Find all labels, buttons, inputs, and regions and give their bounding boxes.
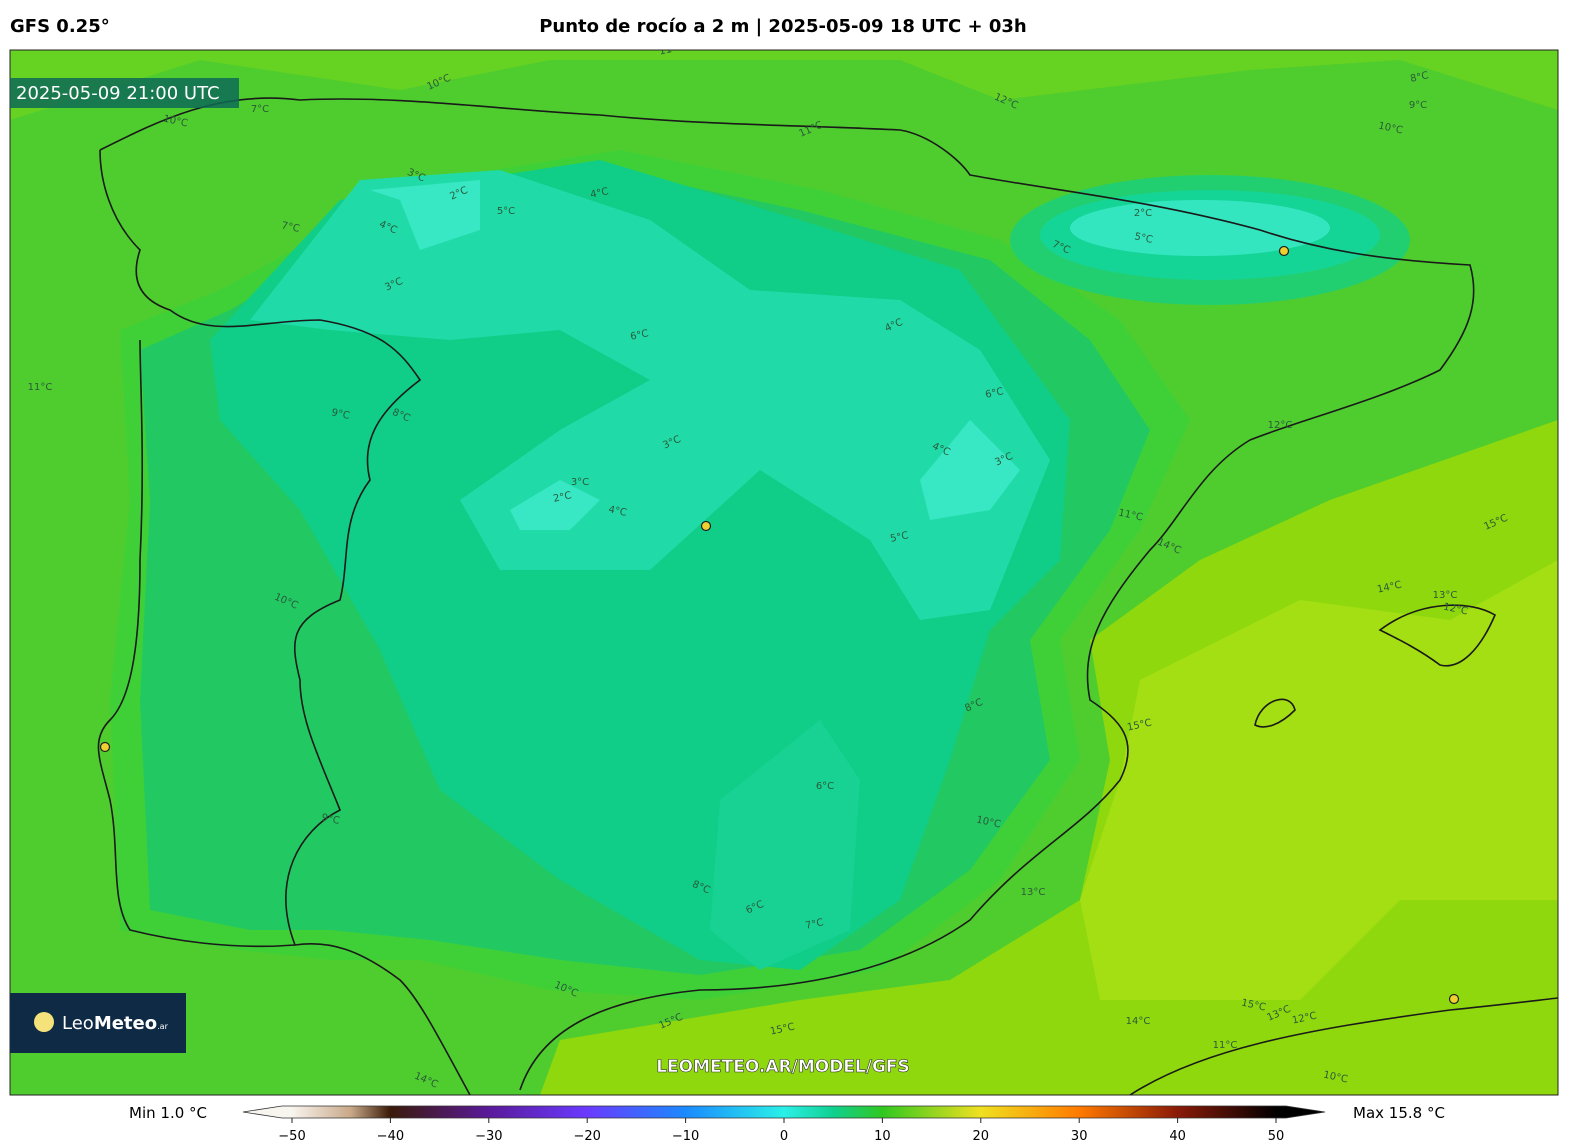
colorbar [242, 1105, 1326, 1119]
contour-label: 5°C [497, 206, 515, 217]
contour-label: 15°C [769, 1022, 795, 1038]
colorbar-ticks: −50 −40 −30 −20 −10 0 10 20 30 40 50 [278, 1118, 1284, 1144]
contour-label: 15°C [1240, 998, 1266, 1014]
contour-label: 2°C [1134, 208, 1152, 219]
contour-label: 11°C [28, 382, 53, 393]
colorbar-tick-label: −50 [278, 1129, 305, 1144]
logo: LeoMeteo.ar [62, 1013, 169, 1034]
contour-label: 9°C [330, 407, 350, 422]
colorbar-tick-label: 30 [1071, 1129, 1088, 1144]
contour-label: 10°C [975, 815, 1001, 831]
contour-label: 6°C [816, 781, 834, 792]
colorbar-tick-label: 0 [780, 1129, 788, 1144]
contour-label: 9°C [1409, 100, 1427, 111]
logo-suffix: .ar [157, 1022, 168, 1031]
contour-label: 6°C [629, 328, 649, 343]
contour-label: 7°C [804, 917, 824, 932]
min-label: Min 1.0 °C [129, 1104, 207, 1122]
contour-label: 11°C [1213, 1040, 1238, 1051]
logo-brand: Meteo [94, 1013, 157, 1034]
map: 10°C 11°C 7°C 10°C 12°C 11°C 8°C 9°C 10°C 3°C 2°C 4… [10, 42, 1558, 1095]
contour-label: 5°C [1133, 231, 1153, 246]
map-title: Punto de rocío a 2 m | 2025-05-09 18 UTC… [539, 16, 1027, 37]
contour-label: 14°C [1376, 580, 1402, 596]
contour-label: 10°C [1322, 1070, 1348, 1086]
colorbar-tick-label: −10 [672, 1129, 699, 1144]
colorbar-tick-label: 10 [874, 1129, 891, 1144]
colorbar-tick-label: 40 [1169, 1129, 1186, 1144]
contour-label: 9°C [320, 812, 340, 827]
contour-label: 12°C [1442, 602, 1468, 618]
contour-label: 12°C [1291, 1011, 1317, 1027]
contour-label: 2°C [552, 490, 572, 505]
colorbar-tick-label: 50 [1268, 1129, 1285, 1144]
contour-label: 4°C [589, 186, 609, 201]
contour-label: 15°C [1126, 718, 1152, 734]
contour-label: 13°C [1433, 590, 1458, 601]
logo-name: Leo [62, 1013, 94, 1034]
contour-label: 12°C [1268, 420, 1293, 431]
contour-label: 7°C [251, 104, 269, 115]
colorbar-tick-label: −40 [377, 1129, 404, 1144]
contour-label: 11°C [1117, 508, 1143, 524]
contour-label: 4°C [607, 504, 627, 519]
watermark: LEOMETEO.AR/MODEL/GFS [656, 1057, 910, 1077]
contour-label: 13°C [1021, 887, 1046, 898]
contour-label: 10°C [162, 114, 188, 130]
colorbar-tick-label: −30 [475, 1129, 502, 1144]
colorbar-tick-label: 20 [973, 1129, 990, 1144]
contour-label: 14°C [1126, 1016, 1151, 1027]
contour-label: 10°C [1377, 121, 1403, 137]
contour-label: 6°C [984, 386, 1004, 401]
contour-label: 11°C [658, 42, 684, 58]
contour-label: 8°C [1409, 70, 1429, 85]
timestamp: 2025-05-09 21:00 UTC [16, 83, 220, 104]
contour-label: 7°C [280, 220, 300, 235]
colorbar-tick-label: −20 [573, 1129, 600, 1144]
contour-label: 3°C [571, 477, 589, 488]
model-label: GFS 0.25° [10, 16, 110, 37]
max-label: Max 15.8 °C [1353, 1104, 1445, 1122]
contour-label: 5°C [889, 530, 909, 545]
